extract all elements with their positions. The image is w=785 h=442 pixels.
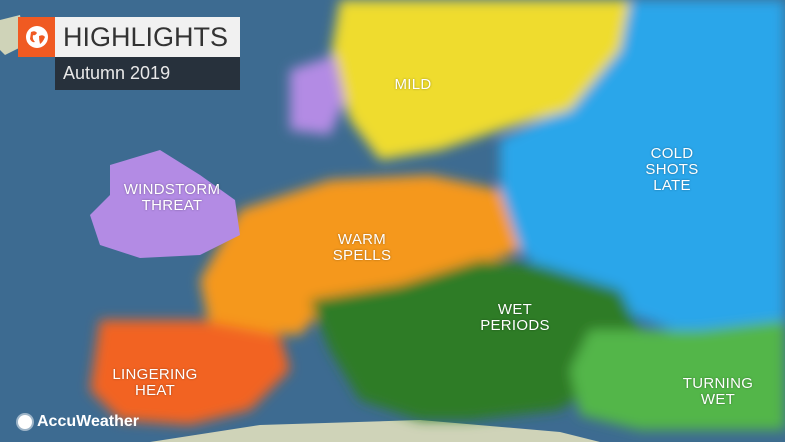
logo-text: AccuWeather [37, 413, 139, 430]
label-cold-shots-late: COLD SHOTS LATE [645, 146, 698, 194]
label-line: SPELLS [332, 247, 392, 264]
label-line: HEAT [134, 382, 176, 399]
header-subtitle: Autumn 2019 [55, 57, 240, 90]
label-line: LATE [653, 177, 691, 194]
label-line: TURNING [682, 375, 754, 392]
region-cold [500, 0, 785, 340]
header-title: HIGHLIGHTS [55, 17, 240, 57]
label-line: LINGERING [112, 366, 198, 383]
label-warm-spells: WARM SPELLS [333, 232, 392, 264]
label-lingering-heat: LINGERING HEAT [112, 367, 197, 399]
region-windstorm [90, 150, 240, 258]
region-mild [330, 0, 630, 160]
label-line: PERIODS [480, 317, 550, 334]
label-turning-wet: TURNING WET [683, 376, 753, 408]
label-line: MILD [394, 76, 432, 93]
globe-icon [18, 17, 55, 57]
label-wet-periods: WET PERIODS [480, 302, 550, 334]
label-line: WARM [337, 231, 387, 248]
label-mild: MILD [394, 77, 431, 93]
label-line: SHOTS [645, 161, 699, 178]
accuweather-logo: AccuWeather [18, 413, 139, 431]
label-line: THREAT [141, 197, 203, 214]
land-north-africa [150, 420, 600, 442]
sun-icon [18, 415, 32, 429]
region-warm [200, 175, 520, 335]
label-line: WET [700, 391, 736, 408]
region-heat [90, 320, 290, 425]
region-turning [570, 320, 785, 430]
label-windstorm-threat: WINDSTORM THREAT [124, 182, 221, 214]
label-line: WET [497, 301, 533, 318]
label-line: COLD [650, 145, 694, 162]
region-norway-purple [290, 55, 345, 135]
highlights-header: HIGHLIGHTS Autumn 2019 [18, 17, 240, 90]
label-line: WINDSTORM [123, 181, 221, 198]
region-wet [310, 260, 640, 420]
